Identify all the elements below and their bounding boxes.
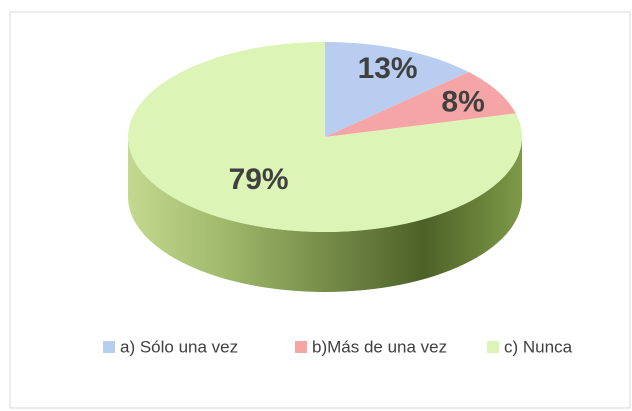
- legend-label: c) Nunca: [504, 337, 573, 356]
- legend-label: a) Sólo una vez: [120, 337, 238, 356]
- pie-slice: [325, 42, 469, 137]
- legend-swatch: [295, 341, 307, 353]
- pie-slice: [128, 42, 523, 232]
- value-label: 13%: [358, 52, 418, 85]
- pie-slice: [325, 71, 516, 137]
- value-label: 79%: [229, 163, 289, 196]
- legend-swatch: [487, 341, 499, 353]
- value-label: 8%: [441, 85, 484, 118]
- legend-swatch: [103, 341, 115, 353]
- legend-label: b)Más de una vez: [312, 337, 447, 356]
- pie-side: [128, 137, 522, 292]
